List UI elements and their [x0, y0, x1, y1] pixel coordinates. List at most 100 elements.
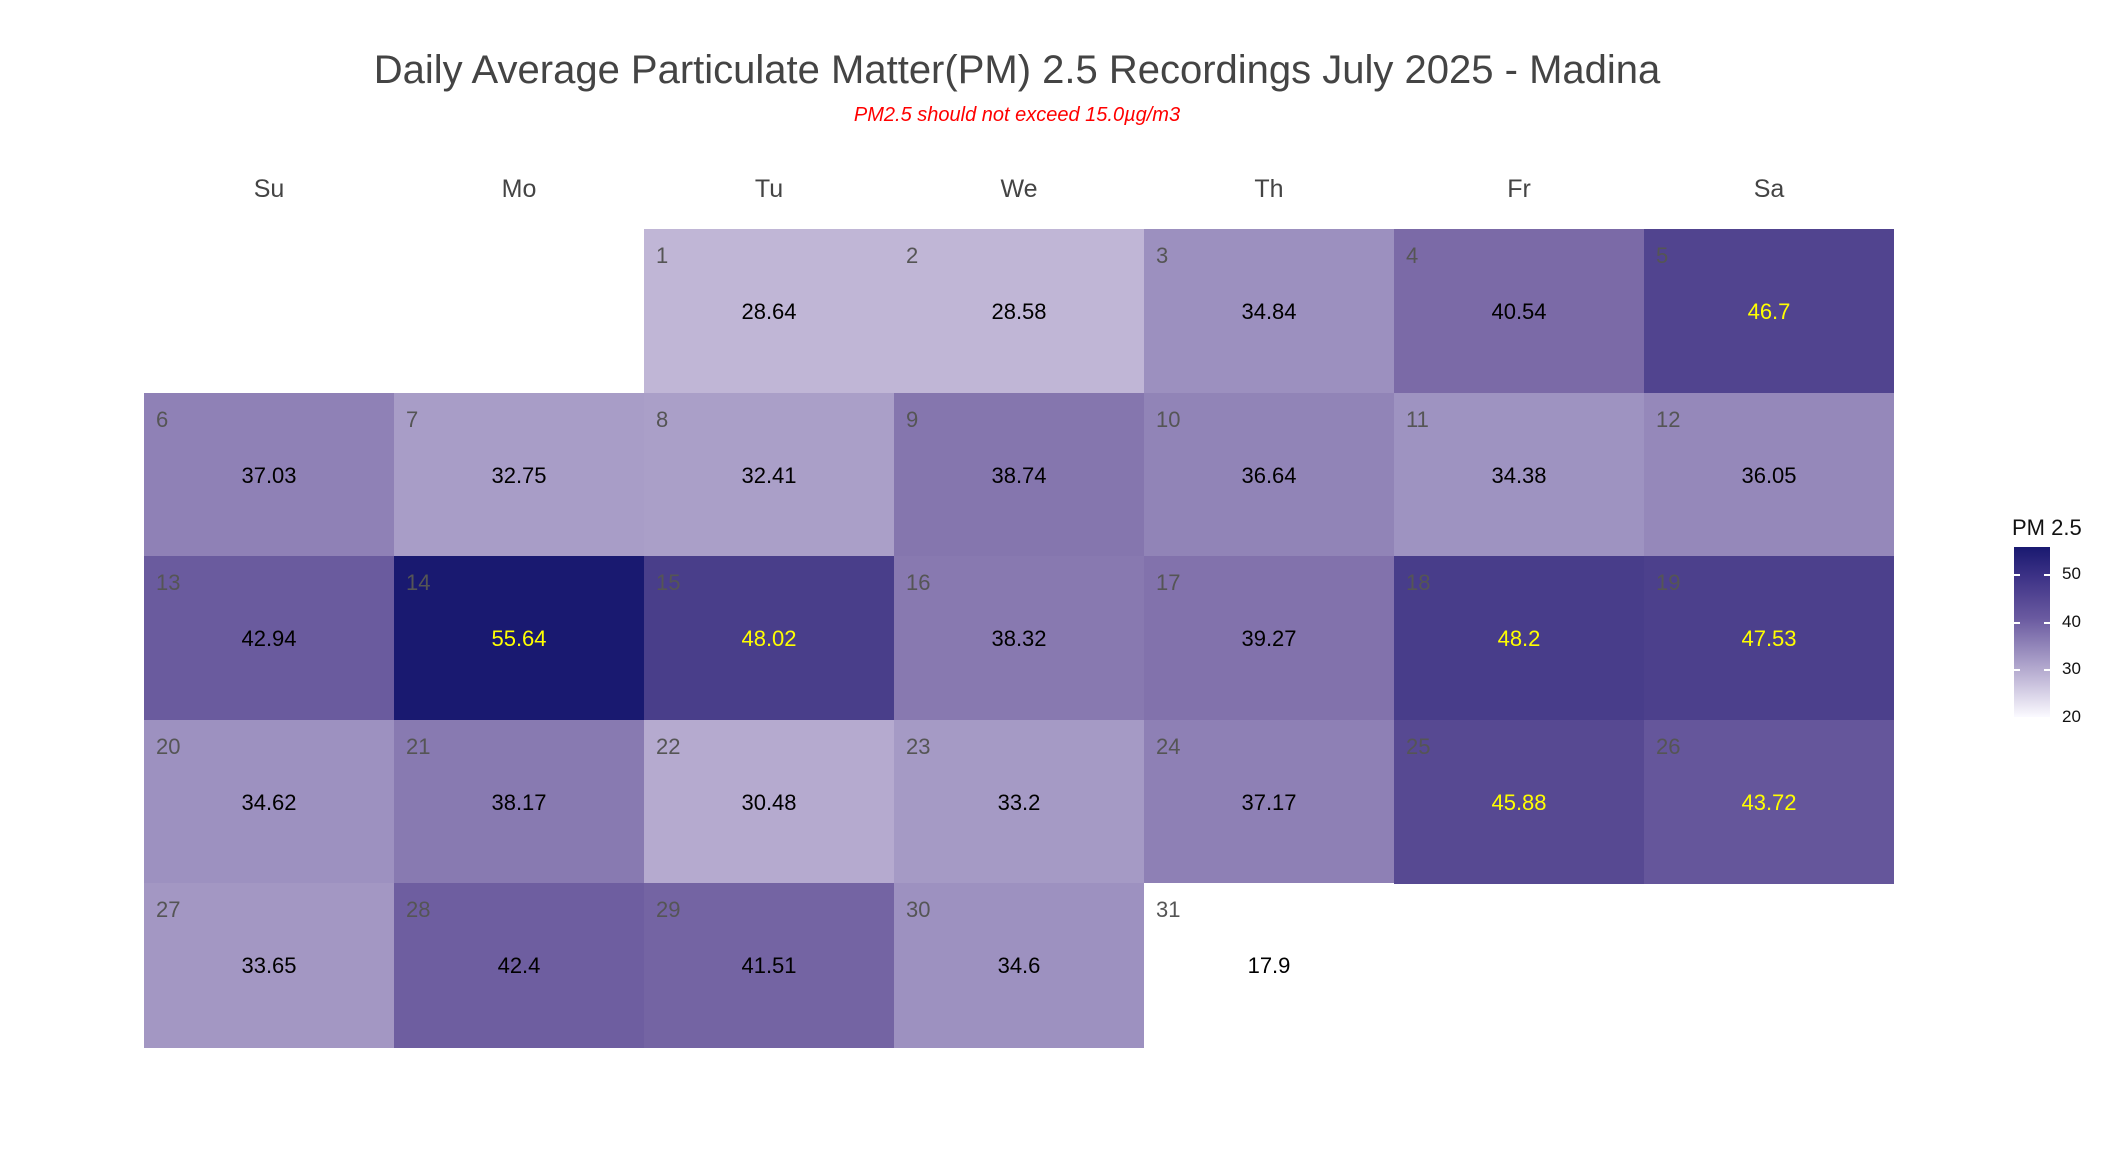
value-label: 46.7: [1747, 299, 1791, 324]
day-number: 1: [656, 243, 669, 268]
heatmap-cell: 26 43.72: [1644, 719, 1894, 884]
value-label: 34.84: [1241, 299, 1297, 324]
value-label: 33.65: [241, 953, 297, 978]
legend-tick-label: 40: [2062, 611, 2081, 631]
legend-tick-mark: [2014, 573, 2020, 576]
value-label: 32.75: [491, 462, 547, 488]
heatmap-cell: 3 34.84: [1144, 229, 1394, 394]
heatmap-cell: 11 34.38: [1394, 392, 1644, 557]
weekday-label: We: [1000, 175, 1038, 203]
heatmap-cell: 1 28.64: [644, 229, 894, 394]
value-label: 42.4: [497, 953, 541, 978]
legend-tick-mark: [2044, 669, 2050, 672]
day-number: 16: [906, 570, 931, 595]
day-number: 11: [1406, 406, 1429, 432]
day-number: 24: [1156, 733, 1181, 759]
day-number: 20: [156, 733, 181, 759]
value-label: 33.2: [997, 789, 1041, 815]
heatmap-cell: 22 30.48: [644, 719, 894, 884]
day-number: 26: [1656, 733, 1681, 759]
day-number: 29: [656, 897, 681, 922]
value-label: 28.58: [991, 299, 1047, 324]
legend-colorbar: [2014, 547, 2050, 717]
value-label: 48.02: [741, 626, 797, 651]
value-label: 28.64: [741, 299, 797, 324]
heatmap-cell: 2 28.58: [894, 229, 1144, 394]
day-number: 22: [656, 733, 681, 759]
heatmap-cell: 7 32.75: [394, 392, 644, 557]
value-label: 34.62: [241, 789, 297, 815]
value-label: 34.6: [997, 953, 1041, 978]
day-number: 25: [1406, 733, 1431, 759]
value-label: 37.17: [1241, 789, 1297, 815]
heatmap-cell: 30 34.6: [894, 883, 1144, 1048]
heatmap-cell: 5 46.7: [1644, 229, 1894, 394]
legend-title: PM 2.5: [2012, 515, 2082, 540]
legend-tick-label: 50: [2062, 563, 2081, 583]
day-number: 5: [1656, 243, 1669, 268]
day-number: 27: [156, 897, 181, 922]
day-number: 10: [1156, 406, 1181, 432]
heatmap-cell: 9 38.74: [894, 392, 1144, 557]
value-label: 30.48: [741, 789, 797, 815]
heatmap-cell: 27 33.65: [144, 883, 394, 1048]
legend-tick-mark: [2014, 669, 2020, 672]
value-label: 41.51: [741, 953, 797, 978]
heatmap-cell: 6 37.03: [144, 392, 394, 557]
value-label: 17.9: [1247, 953, 1291, 978]
day-number: 2: [906, 243, 919, 268]
day-number: 19: [1656, 570, 1681, 595]
value-label: 36.64: [1241, 462, 1297, 488]
weekday-label: Sa: [1753, 175, 1785, 203]
legend-tick-mark: [2044, 573, 2050, 576]
legend-tick-mark: [2044, 717, 2050, 719]
value-label: 37.03: [241, 462, 297, 488]
value-label: 34.38: [1491, 462, 1547, 488]
day-number: 30: [906, 897, 931, 922]
value-label: 32.41: [741, 462, 797, 488]
heatmap-cell: 17 39.27: [1144, 556, 1394, 721]
day-number: 8: [656, 406, 669, 432]
value-label: 39.27: [1241, 626, 1297, 651]
legend-tick-mark: [2044, 621, 2050, 624]
day-number: 15: [656, 570, 681, 595]
day-number: 31: [1156, 897, 1181, 922]
heatmap-cell: 31 17.9: [1144, 883, 1394, 1048]
day-number: 3: [1156, 243, 1169, 268]
day-number: 14: [406, 570, 431, 595]
value-label: 45.88: [1491, 789, 1547, 815]
legend-tick-label: 30: [2062, 659, 2081, 679]
heatmap-cell: 29 41.51: [644, 883, 894, 1048]
legend-tick-mark: [2014, 621, 2020, 624]
heatmap-cell: 4 40.54: [1394, 229, 1644, 394]
value-label: 43.72: [1741, 789, 1797, 815]
legend-tick-mark: [2014, 717, 2020, 719]
heatmap-cell: 18 48.2: [1394, 556, 1644, 721]
value-label: 55.64: [491, 626, 547, 651]
day-number: 12: [1656, 406, 1681, 432]
weekday-label: Su: [253, 175, 285, 203]
heatmap-cell: 14 55.64: [394, 556, 644, 721]
heatmap-cell: 8 32.41: [644, 392, 894, 557]
heatmap-cell: 16 38.32: [894, 556, 1144, 721]
heatmap-cell: 24 37.17: [1144, 719, 1394, 884]
weekday-label: Tu: [754, 175, 784, 203]
value-label: 38.17: [491, 789, 547, 815]
day-number: 9: [906, 406, 919, 432]
heatmap-cell: 13 42.94: [144, 556, 394, 721]
value-label: 38.74: [991, 462, 1047, 488]
weekday-label: Th: [1254, 175, 1284, 203]
day-number: 28: [406, 897, 431, 922]
heatmap-cell: 12 36.05: [1644, 392, 1894, 557]
legend-tick-label: 20: [2062, 707, 2081, 726]
day-number: 4: [1406, 243, 1419, 268]
value-label: 40.54: [1491, 299, 1547, 324]
chart-subtitle: PM2.5 should not exceed 15.0µg/m3: [853, 104, 1181, 126]
value-label: 48.2: [1497, 626, 1541, 651]
heatmap-cell: 21 38.17: [394, 719, 644, 884]
value-label: 42.94: [241, 626, 297, 651]
heatmap-cell: 25 45.88: [1394, 719, 1644, 884]
heatmap-cell: 15 48.02: [644, 556, 894, 721]
value-label: 47.53: [1741, 626, 1797, 651]
value-label: 36.05: [1741, 462, 1797, 488]
